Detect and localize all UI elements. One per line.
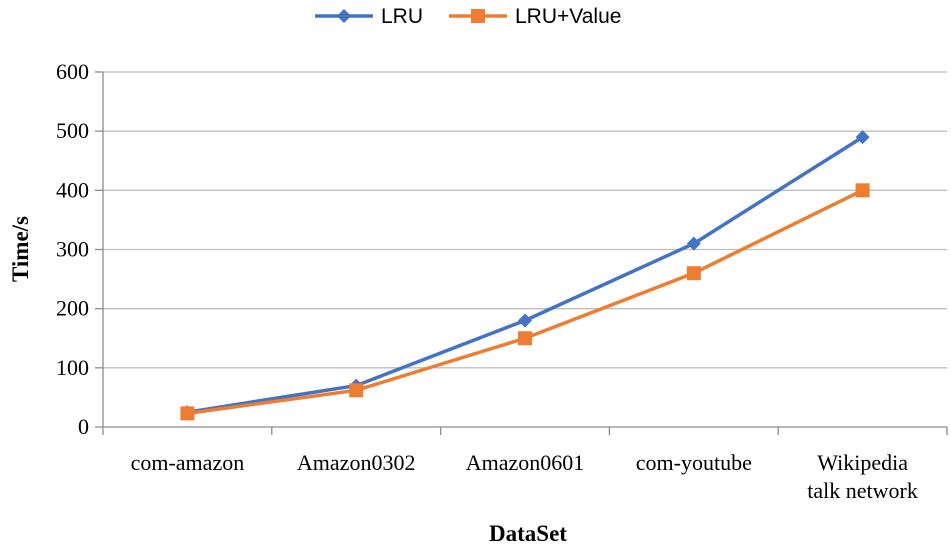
legend: LRU LRU+Value <box>315 5 621 28</box>
x-tick-label: com-amazon <box>131 450 245 475</box>
legend-item: LRU+Value <box>449 5 621 28</box>
data-point-marker <box>855 183 870 198</box>
series-line <box>187 188 864 416</box>
y-tick-label: 600 <box>56 59 89 84</box>
y-tick-label: 0 <box>78 414 89 439</box>
y-tick-label: 500 <box>56 118 89 143</box>
x-tick-label: Wikipedia talk network <box>807 450 918 503</box>
x-axis-title: DataSet <box>489 521 567 546</box>
series-line <box>187 135 864 414</box>
y-axis-title: Time/s <box>8 216 33 282</box>
y-tick-label: 100 <box>56 355 89 380</box>
data-point-marker <box>180 406 195 421</box>
data-point-marker <box>518 313 532 328</box>
data-point-marker <box>855 130 870 145</box>
data-point-marker <box>686 236 701 251</box>
legend-label: LRU <box>381 5 423 28</box>
series-lru <box>180 130 870 420</box>
y-tick-label: 200 <box>56 296 89 321</box>
axes <box>95 71 948 435</box>
legend-marker-swatch <box>471 9 485 23</box>
x-tick-label: Amazon0601 <box>466 450 585 475</box>
tick-labels: 0 100 200 300 400 500 600 com-amazon Amazon0302 A… <box>56 59 918 503</box>
data-point-marker <box>686 266 701 281</box>
x-tick-label: Amazon0302 <box>297 450 416 475</box>
data-point-marker <box>349 383 364 398</box>
x-tick-label: com-youtube <box>636 450 752 475</box>
y-tick-label: 300 <box>56 237 89 262</box>
legend-label: LRU+Value <box>515 5 621 28</box>
legend-item: LRU <box>315 5 423 28</box>
series-group <box>180 130 870 421</box>
gridlines <box>103 71 947 369</box>
series-lru-value <box>180 183 870 421</box>
data-point-marker <box>518 331 532 346</box>
y-tick-label: 400 <box>56 177 89 202</box>
legend-marker-swatch <box>337 9 351 23</box>
